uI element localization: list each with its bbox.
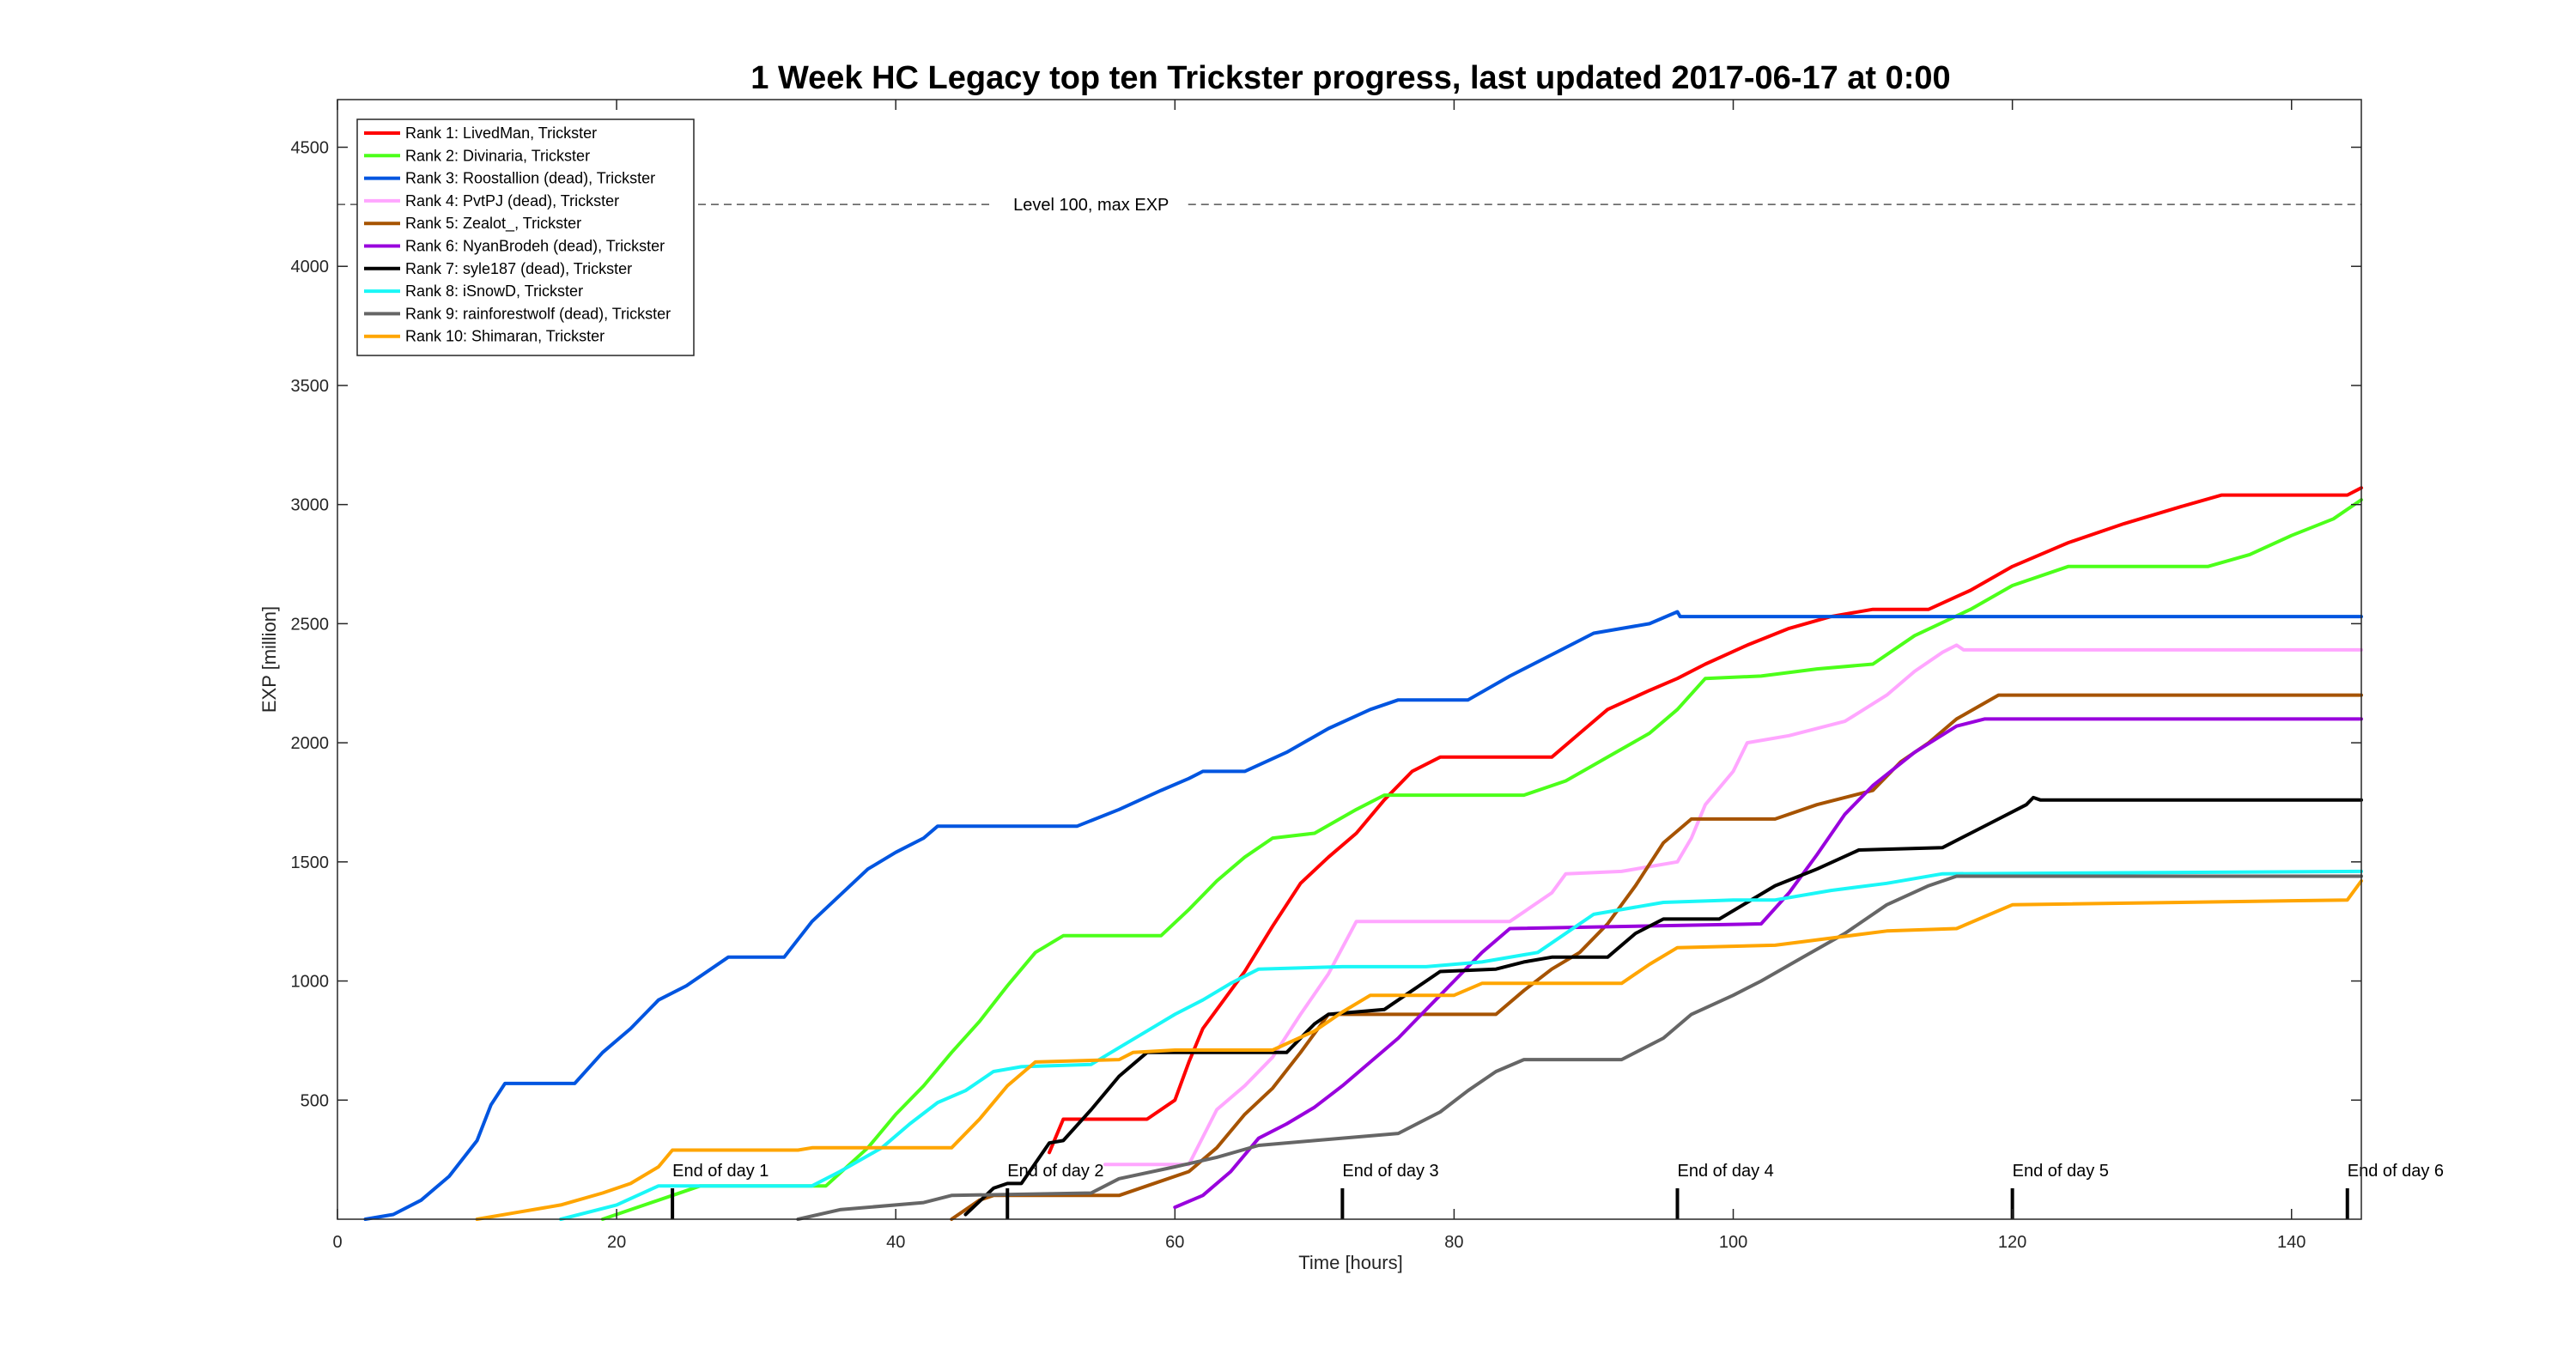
legend-entry: Rank 7: syle187 (dead), Trickster [405, 260, 632, 277]
y-tick-label: 500 [301, 1091, 329, 1110]
y-tick-label: 3000 [291, 496, 330, 515]
x-tick-label: 60 [1165, 1233, 1184, 1252]
series-line-rank-1 [1048, 486, 2363, 1155]
series-line-rank-2 [600, 498, 2363, 1221]
x-tick-label: 140 [2277, 1233, 2306, 1252]
legend-entry: Rank 10: Shimaran, Trickster [405, 328, 605, 345]
chart-title: 1 Week HC Legacy top ten Trickster progr… [750, 60, 1950, 96]
day-marker-label: End of day 5 [2013, 1162, 2109, 1181]
plot-frame [337, 99, 2362, 1220]
y-axis-label: EXP [million] [258, 606, 280, 713]
x-tick-label: 40 [886, 1233, 905, 1252]
y-tick-label: 4000 [291, 258, 330, 276]
x-axis-label: Time [hours] [1298, 1252, 1402, 1273]
day-marker-label: End of day 2 [1007, 1162, 1103, 1181]
x-tick-label: 20 [607, 1233, 626, 1252]
legend-entry: Rank 6: NyanBrodeh (dead), Trickster [405, 238, 665, 255]
day-marker-label: End of day 1 [672, 1162, 769, 1181]
y-tick-label: 3500 [291, 377, 330, 396]
series-line-rank-6 [1173, 717, 2363, 1210]
series-line-rank-8 [559, 869, 2363, 1221]
legend-entry: Rank 3: Roostallion (dead), Trickster [405, 170, 655, 187]
y-tick-label: 1500 [291, 853, 330, 872]
max-exp-label: Level 100, max EXP [1013, 196, 1169, 215]
y-tick-label: 1000 [291, 973, 330, 992]
legend-box [356, 118, 695, 356]
x-tick-label: 100 [1719, 1233, 1747, 1252]
x-tick-label: 80 [1444, 1233, 1463, 1252]
legend-entry: Rank 8: iSnowD, Trickster [405, 282, 583, 300]
series-line-rank-3 [363, 610, 2363, 1221]
y-tick-label: 2500 [291, 615, 330, 634]
legend-entry: Rank 9: rainforestwolf (dead), Trickster [405, 305, 671, 322]
day-marker-label: End of day 3 [1342, 1162, 1438, 1181]
y-tick-label: 4500 [291, 138, 330, 157]
series-line-rank-4 [1103, 643, 2363, 1167]
series-line-rank-7 [963, 795, 2363, 1217]
day-marker-label: End of day 6 [2348, 1162, 2444, 1181]
x-tick-label: 120 [1998, 1233, 2026, 1252]
series-group [363, 486, 2363, 1221]
legend-entry: Rank 2: Divinaria, Trickster [405, 147, 590, 164]
x-axis: 0 20 40 60 80 100 120 140 [332, 100, 2306, 1252]
y-axis: 500 1000 1500 2000 2500 3000 3500 4000 4500 [291, 138, 2361, 1110]
legend-entry: Rank 5: Zealot_, Trickster [405, 215, 581, 233]
legend-entry: Rank 1: LivedMan, Trickster [405, 124, 597, 142]
y-tick-label: 2000 [291, 734, 330, 753]
series-line-rank-10 [475, 879, 2363, 1221]
day-marker-label: End of day 4 [1677, 1162, 1773, 1181]
day-marker-group: End of day 1 End of day 2 End of day 3 End … [671, 1162, 2444, 1219]
legend: Rank 1: LivedMan, Trickster Rank 2: Divin… [356, 118, 695, 356]
x-tick-label: 0 [332, 1233, 342, 1252]
legend-entry: Rank 4: PvtPJ (dead), Trickster [405, 192, 619, 209]
